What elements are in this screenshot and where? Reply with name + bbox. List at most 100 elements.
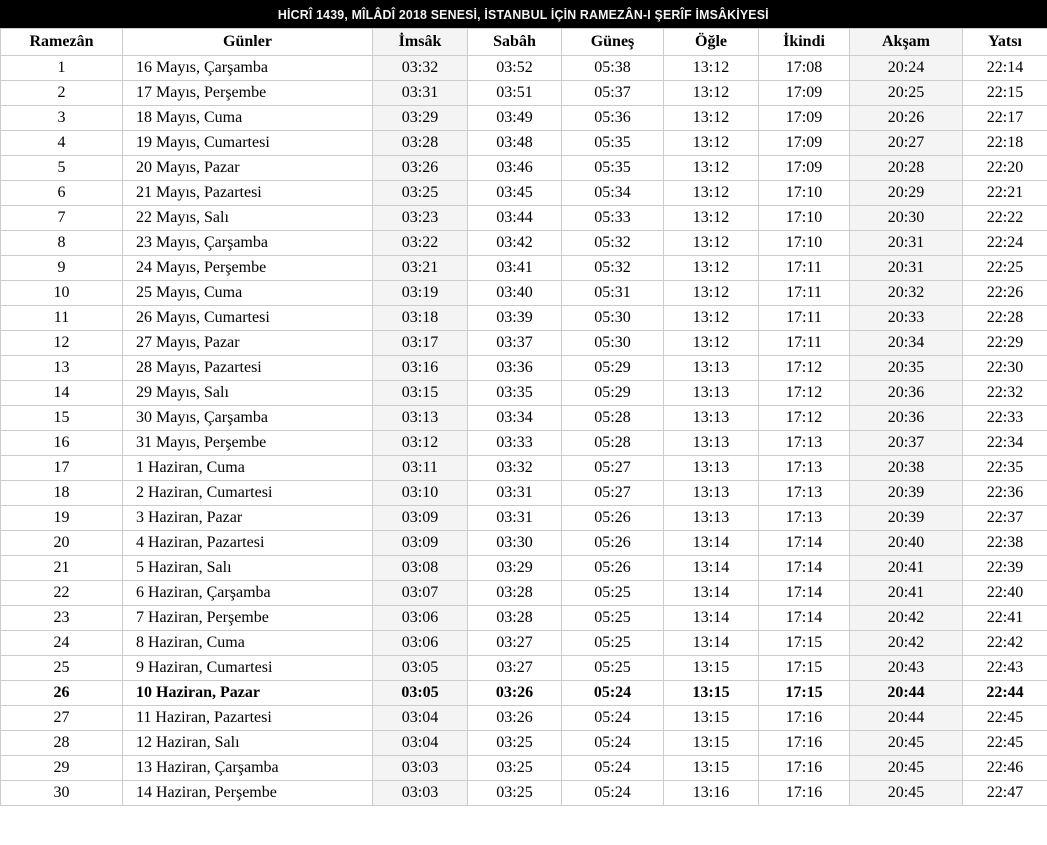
- cell-gunler: 17 Mayıs, Perşembe: [122, 80, 373, 106]
- cell-yatsi: 22:22: [962, 205, 1047, 231]
- cell-aksam: 20:34: [849, 330, 963, 356]
- cell-imsak: 03:28: [372, 130, 468, 156]
- cell-gunler: 12 Haziran, Salı: [122, 730, 373, 756]
- cell-imsak: 03:25: [372, 180, 468, 206]
- cell-ogle: 13:15: [663, 730, 759, 756]
- cell-gunler: 6 Haziran, Çarşamba: [122, 580, 373, 606]
- cell-yatsi: 22:46: [962, 755, 1047, 781]
- cell-imsak: 03:05: [372, 680, 468, 706]
- cell-imsak: 03:03: [372, 780, 468, 806]
- cell-aksam: 20:35: [849, 355, 963, 381]
- cell-sabah: 03:28: [467, 580, 562, 606]
- cell-ramezan: 8: [0, 230, 123, 256]
- cell-gunes: 05:33: [561, 205, 664, 231]
- table-row: 4 19 Mayıs, Cumartesi 03:28 03:48 05:35 13:12…: [0, 130, 1047, 156]
- cell-ikindi: 17:10: [758, 205, 850, 231]
- cell-gunler: 2 Haziran, Cumartesi: [122, 480, 373, 506]
- cell-yatsi: 22:28: [962, 305, 1047, 331]
- cell-aksam: 20:42: [849, 605, 963, 631]
- cell-ikindi: 17:14: [758, 530, 850, 556]
- cell-gunes: 05:27: [561, 455, 664, 481]
- table-row: 21 5 Haziran, Salı 03:08 03:29 05:26 13:14 17:…: [0, 555, 1047, 581]
- cell-ramezan: 4: [0, 130, 123, 156]
- cell-gunes: 05:26: [561, 505, 664, 531]
- cell-gunler: 26 Mayıs, Cumartesi: [122, 305, 373, 331]
- cell-ramezan: 25: [0, 655, 123, 681]
- cell-ogle: 13:12: [663, 205, 759, 231]
- cell-gunler: 9 Haziran, Cumartesi: [122, 655, 373, 681]
- cell-aksam: 20:42: [849, 630, 963, 656]
- cell-ikindi: 17:14: [758, 555, 850, 581]
- cell-gunes: 05:37: [561, 80, 664, 106]
- cell-sabah: 03:33: [467, 430, 562, 456]
- table-row: 19 3 Haziran, Pazar 03:09 03:31 05:26 13:13 17…: [0, 505, 1047, 531]
- cell-ikindi: 17:16: [758, 730, 850, 756]
- cell-yatsi: 22:14: [962, 55, 1047, 81]
- cell-sabah: 03:31: [467, 480, 562, 506]
- cell-ramezan: 11: [0, 305, 123, 331]
- cell-gunes: 05:24: [561, 705, 664, 731]
- cell-ramezan: 30: [0, 780, 123, 806]
- cell-ikindi: 17:13: [758, 505, 850, 531]
- cell-yatsi: 22:39: [962, 555, 1047, 581]
- cell-aksam: 20:33: [849, 305, 963, 331]
- cell-imsak: 03:05: [372, 655, 468, 681]
- cell-ramezan: 20: [0, 530, 123, 556]
- cell-ogle: 13:12: [663, 330, 759, 356]
- cell-gunes: 05:27: [561, 480, 664, 506]
- cell-yatsi: 22:33: [962, 405, 1047, 431]
- cell-ikindi: 17:11: [758, 280, 850, 306]
- cell-ramezan: 7: [0, 205, 123, 231]
- cell-aksam: 20:29: [849, 180, 963, 206]
- cell-ikindi: 17:15: [758, 630, 850, 656]
- cell-ogle: 13:12: [663, 230, 759, 256]
- cell-ikindi: 17:13: [758, 455, 850, 481]
- cell-imsak: 03:16: [372, 355, 468, 381]
- cell-imsak: 03:22: [372, 230, 468, 256]
- cell-aksam: 20:39: [849, 505, 963, 531]
- cell-sabah: 03:27: [467, 630, 562, 656]
- cell-ramezan: 6: [0, 180, 123, 206]
- table-row: 12 27 Mayıs, Pazar 03:17 03:37 05:30 13:12 17:…: [0, 330, 1047, 356]
- cell-gunler: 18 Mayıs, Cuma: [122, 105, 373, 131]
- cell-imsak: 03:10: [372, 480, 468, 506]
- cell-gunler: 20 Mayıs, Pazar: [122, 155, 373, 181]
- cell-ogle: 13:13: [663, 480, 759, 506]
- cell-gunes: 05:26: [561, 555, 664, 581]
- cell-sabah: 03:52: [467, 55, 562, 81]
- cell-aksam: 20:25: [849, 80, 963, 106]
- cell-ogle: 13:13: [663, 455, 759, 481]
- table-row: 25 9 Haziran, Cumartesi 03:05 03:27 05:25 13:…: [0, 655, 1047, 681]
- cell-gunler: 10 Haziran, Pazar: [122, 680, 373, 706]
- cell-aksam: 20:44: [849, 705, 963, 731]
- cell-ramezan: 26: [0, 680, 123, 706]
- table-row: 3 18 Mayıs, Cuma 03:29 03:49 05:36 13:12 17:09…: [0, 105, 1047, 131]
- cell-ikindi: 17:13: [758, 480, 850, 506]
- cell-gunes: 05:28: [561, 405, 664, 431]
- cell-yatsi: 22:21: [962, 180, 1047, 206]
- cell-ogle: 13:14: [663, 555, 759, 581]
- cell-ogle: 13:14: [663, 605, 759, 631]
- cell-ogle: 13:14: [663, 630, 759, 656]
- cell-sabah: 03:34: [467, 405, 562, 431]
- cell-yatsi: 22:17: [962, 105, 1047, 131]
- cell-gunes: 05:24: [561, 780, 664, 806]
- cell-imsak: 03:06: [372, 630, 468, 656]
- cell-ikindi: 17:10: [758, 230, 850, 256]
- cell-gunes: 05:32: [561, 255, 664, 281]
- cell-gunes: 05:24: [561, 680, 664, 706]
- cell-sabah: 03:46: [467, 155, 562, 181]
- cell-gunler: 25 Mayıs, Cuma: [122, 280, 373, 306]
- table-row: 2 17 Mayıs, Perşembe 03:31 03:51 05:37 13:12 1…: [0, 80, 1047, 106]
- cell-ramezan: 1: [0, 55, 123, 81]
- table-row: 28 12 Haziran, Salı 03:04 03:25 05:24 13:15 17…: [0, 730, 1047, 756]
- cell-sabah: 03:51: [467, 80, 562, 106]
- cell-imsak: 03:26: [372, 155, 468, 181]
- cell-ikindi: 17:08: [758, 55, 850, 81]
- prayer-times-table: Ramezân Günler İmsâk Sabâh Güneş Öğle İkindi Ak…: [0, 28, 1047, 806]
- cell-ogle: 13:15: [663, 680, 759, 706]
- cell-yatsi: 22:30: [962, 355, 1047, 381]
- table-row: 6 21 Mayıs, Pazartesi 03:25 03:45 05:34 13:12…: [0, 180, 1047, 206]
- cell-yatsi: 22:20: [962, 155, 1047, 181]
- table-row: 14 29 Mayıs, Salı 03:15 03:35 05:29 13:13 17:1…: [0, 380, 1047, 406]
